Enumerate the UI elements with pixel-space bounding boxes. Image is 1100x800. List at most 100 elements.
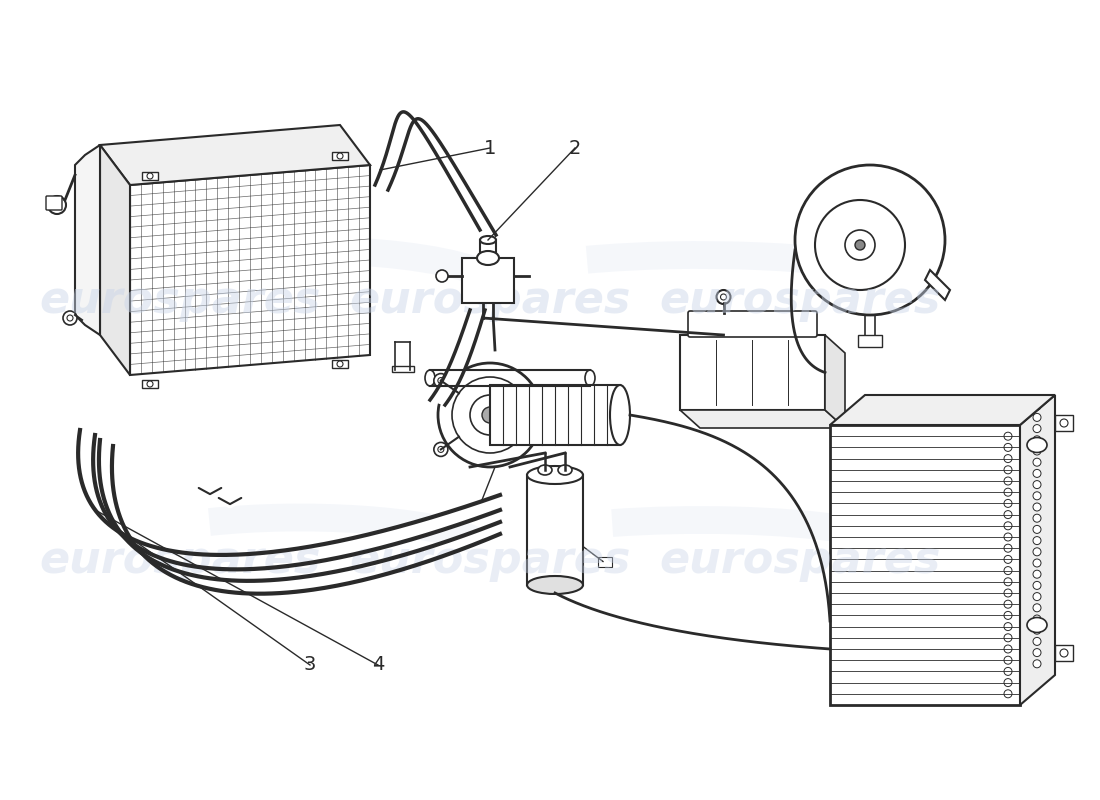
Text: eurospares: eurospares: [40, 278, 321, 322]
Circle shape: [1004, 477, 1012, 485]
Circle shape: [1004, 690, 1012, 698]
Circle shape: [1004, 488, 1012, 496]
Bar: [142, 172, 158, 180]
Circle shape: [855, 240, 865, 250]
Ellipse shape: [610, 385, 630, 445]
Circle shape: [147, 381, 153, 387]
Circle shape: [1033, 626, 1041, 634]
Circle shape: [1004, 555, 1012, 563]
Bar: [392, 366, 414, 372]
Circle shape: [795, 165, 945, 315]
Circle shape: [1004, 544, 1012, 552]
Circle shape: [1033, 537, 1041, 545]
Circle shape: [1033, 582, 1041, 590]
Circle shape: [1033, 492, 1041, 500]
Circle shape: [452, 377, 528, 453]
Circle shape: [1004, 622, 1012, 630]
Text: eurospares: eurospares: [350, 538, 630, 582]
Circle shape: [1033, 638, 1041, 646]
Circle shape: [1060, 419, 1068, 427]
Ellipse shape: [480, 236, 496, 244]
Circle shape: [1004, 667, 1012, 675]
Ellipse shape: [477, 251, 499, 265]
Bar: [830, 425, 1020, 705]
Bar: [332, 360, 348, 368]
Polygon shape: [100, 125, 370, 185]
Bar: [332, 152, 348, 160]
Circle shape: [1033, 458, 1041, 466]
Text: eurospares: eurospares: [659, 538, 940, 582]
Bar: [858, 335, 882, 347]
Circle shape: [1033, 570, 1041, 578]
Circle shape: [1004, 499, 1012, 507]
Bar: [598, 557, 612, 566]
Circle shape: [1004, 454, 1012, 462]
Text: 1: 1: [484, 138, 496, 158]
Circle shape: [1004, 678, 1012, 686]
Circle shape: [815, 200, 905, 290]
Circle shape: [438, 378, 444, 383]
Circle shape: [1033, 548, 1041, 556]
Circle shape: [845, 230, 875, 260]
Circle shape: [1033, 436, 1041, 444]
Circle shape: [1004, 611, 1012, 619]
Polygon shape: [825, 335, 845, 428]
Circle shape: [1033, 470, 1041, 478]
Circle shape: [1060, 649, 1068, 657]
Circle shape: [1033, 447, 1041, 455]
Circle shape: [1033, 559, 1041, 567]
Polygon shape: [375, 112, 496, 235]
Circle shape: [63, 311, 77, 325]
Bar: [142, 380, 158, 388]
Polygon shape: [430, 310, 485, 405]
Circle shape: [48, 196, 66, 214]
Polygon shape: [925, 270, 950, 300]
Circle shape: [1004, 533, 1012, 541]
Ellipse shape: [1027, 438, 1047, 453]
FancyBboxPatch shape: [688, 311, 817, 337]
Circle shape: [337, 361, 343, 367]
Polygon shape: [680, 410, 845, 428]
Text: eurospares: eurospares: [659, 278, 940, 322]
Circle shape: [1004, 432, 1012, 440]
Polygon shape: [78, 430, 500, 570]
Circle shape: [1033, 649, 1041, 657]
Circle shape: [1033, 604, 1041, 612]
Bar: [480, 240, 496, 258]
Circle shape: [147, 173, 153, 179]
Bar: [462, 258, 514, 303]
Text: 3: 3: [304, 655, 316, 674]
Polygon shape: [830, 395, 1055, 425]
Circle shape: [67, 315, 73, 321]
Circle shape: [720, 294, 726, 300]
Circle shape: [1033, 402, 1041, 410]
Polygon shape: [100, 145, 130, 375]
Circle shape: [1033, 615, 1041, 623]
Bar: [680, 335, 825, 410]
Circle shape: [436, 270, 448, 282]
Ellipse shape: [425, 370, 435, 386]
Circle shape: [337, 153, 343, 159]
Polygon shape: [75, 145, 100, 335]
Circle shape: [1004, 589, 1012, 597]
Circle shape: [1033, 514, 1041, 522]
Circle shape: [482, 407, 498, 423]
Circle shape: [1004, 656, 1012, 664]
Circle shape: [433, 442, 448, 457]
Ellipse shape: [538, 465, 552, 475]
Polygon shape: [99, 440, 500, 594]
Circle shape: [1004, 466, 1012, 474]
Circle shape: [473, 505, 483, 515]
Circle shape: [1033, 425, 1041, 433]
Circle shape: [1033, 593, 1041, 601]
FancyBboxPatch shape: [46, 196, 62, 210]
Polygon shape: [1020, 395, 1055, 705]
Circle shape: [1004, 510, 1012, 518]
Text: eurospares: eurospares: [350, 278, 630, 322]
Ellipse shape: [585, 370, 595, 386]
Text: 2: 2: [569, 138, 581, 158]
Circle shape: [1004, 566, 1012, 574]
Text: eurospares: eurospares: [40, 538, 321, 582]
Ellipse shape: [527, 466, 583, 484]
Circle shape: [1033, 414, 1041, 422]
